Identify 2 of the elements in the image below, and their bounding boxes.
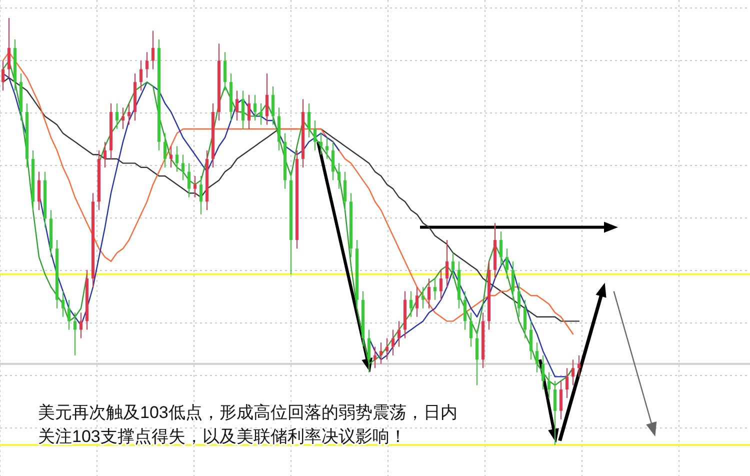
annotation: 关注103支撑点得失，以及美联储利率决议影响！ <box>38 427 406 446</box>
annotation: 美元再次触及103低点，形成高位回落的弱势震荡，日内 <box>38 403 458 422</box>
